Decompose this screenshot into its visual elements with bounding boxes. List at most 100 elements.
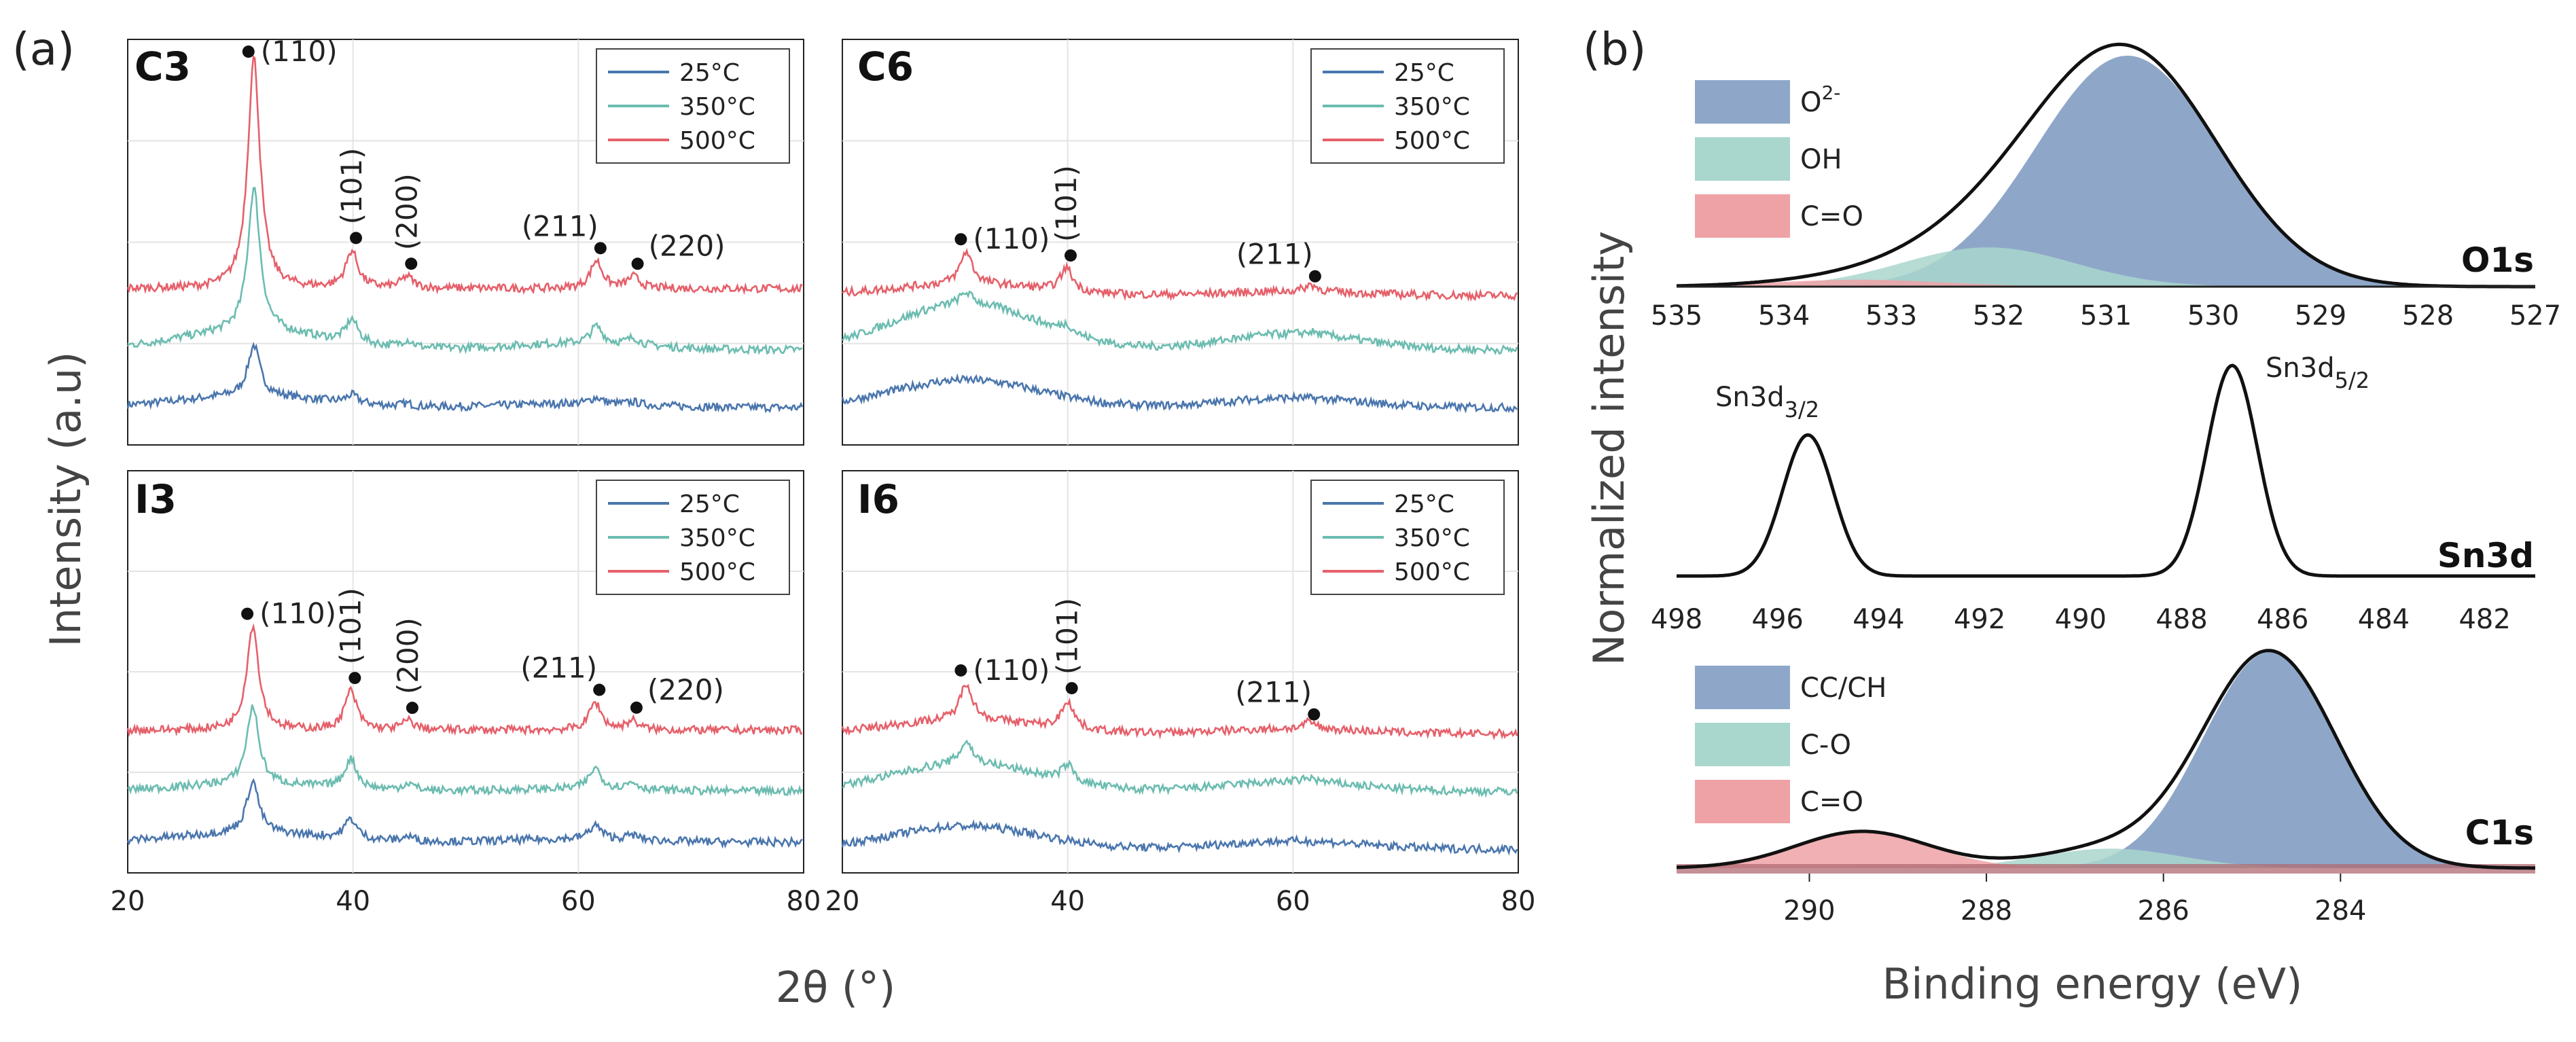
xrd-c6-title: C6 — [857, 43, 914, 90]
xrd-i3-peak-marker — [593, 683, 606, 696]
xrd-c3-series — [126, 54, 804, 414]
panel-a-label: (a) — [12, 23, 75, 75]
xps-o1s-xtick-527: 527 — [2509, 300, 2561, 331]
xps-c1s-envelope-line — [1676, 649, 2535, 870]
xrd-i6-legend-25: 25°C — [1394, 490, 1454, 518]
xps-sn3d-ticks: 498 496 494 492 490 488 486 484 482 — [1651, 604, 2511, 635]
xps-o1s-legend-co: C=O — [1800, 201, 1863, 232]
xps-o1s-xtick-531: 531 — [2080, 300, 2132, 331]
xrd-c6-series-25c — [841, 373, 1518, 414]
xrd-c3-series-500c — [126, 54, 803, 295]
xrd-i6-series-350c — [842, 739, 1518, 798]
xrd-i3-xtick-40: 40 — [336, 886, 370, 917]
xrd-c6-grid — [842, 39, 1518, 445]
xrd-i3-peak-marker — [406, 702, 418, 715]
xps-o1s-envelope — [1676, 42, 2535, 289]
xrd-i3-peak-marker — [241, 607, 254, 620]
xrd-c3-legend-500: 500°C — [679, 127, 755, 155]
xps-o1s-xtick-533: 533 — [1865, 300, 1917, 331]
xps-o1s-legend-swatch-o2 — [1695, 80, 1790, 124]
xrd-i6-series — [841, 683, 1518, 856]
xrd-i3-xtick-60: 60 — [561, 886, 596, 917]
xps-c1s-legend-swatch-cc — [1695, 666, 1790, 709]
xps-c1s-component-co — [1677, 831, 2535, 868]
xrd-panel-i6: (110) (101) (211) I6 25°C 350°C 500°C — [841, 470, 1519, 874]
xps-o1s-xtick-532: 532 — [1973, 300, 2024, 331]
xps-o1s-legend-o2: O2- — [1800, 82, 1840, 118]
xrd-i3-legend: 25°C 350°C 500°C — [596, 480, 790, 595]
xrd-c3-peaks: (110) (101) (200) (211) (220) — [242, 35, 726, 270]
xps-c1s-legend-cdo: C=O — [1800, 787, 1863, 818]
xps-c1s-envelope — [1676, 649, 2535, 870]
xps-c1s-component-ccch — [1677, 652, 2535, 868]
xps-o1s-component-oh — [1677, 247, 2535, 287]
xrd-i6-peak-marker — [954, 664, 967, 677]
xrd-x-axis-label: 2θ (°) — [776, 963, 895, 1012]
xps-sn3d-panel: Sn3d Sn3d3/2 Sn3d5/2 498 496 494 492 490 488 4… — [1651, 353, 2535, 635]
xrd-i3-legend-25: 25°C — [679, 490, 740, 518]
xrd-c6-legend: 25°C 350°C 500°C — [1310, 48, 1505, 164]
xrd-i6-legend: 25°C 350°C 500°C — [1310, 480, 1505, 595]
xrd-i3-legend-350: 350°C — [679, 524, 755, 552]
xrd-panel-i3: (110)(101) (200) (211) (220) I3 25°C 350°C … — [126, 470, 804, 874]
xrd-i6-xtick-40: 40 — [1050, 886, 1085, 917]
xrd-i6-title: I6 — [857, 476, 899, 522]
xrd-i6-legend-500: 500°C — [1394, 558, 1470, 586]
xps-c1s-baseline-band — [1677, 864, 2535, 874]
xps-c1s-component-co — [1677, 848, 2535, 868]
xrd-c6-peak-marker — [1308, 270, 1321, 283]
xrd-i3-xtick-20: 20 — [111, 886, 145, 917]
xrd-c3-peak-label-200: (200) — [390, 173, 423, 250]
xrd-c3-peak-marker — [405, 257, 418, 270]
xrd-i3-series — [126, 623, 804, 849]
xps-o1s-legend-oh: OH — [1800, 144, 1842, 175]
xrd-i3-legend-500: 500°C — [679, 558, 755, 586]
xps-sn3d-xtick-486: 486 — [2257, 604, 2308, 635]
xps-c1s-panel: C1s CC/CH C-O C=O 290 288 286 284 — [1676, 649, 2535, 927]
xps-sn3d-peak-label-32: Sn3d3/2 — [1715, 382, 1819, 423]
xps-o1s-legend-swatch-oh — [1695, 137, 1790, 181]
xrd-c3-legend-350: 350°C — [679, 93, 755, 121]
xps-c1s-ticks: 290 288 286 284 — [1783, 874, 2366, 927]
xps-o1s-envelope-line — [1676, 42, 2535, 289]
xrd-panel-c6: (110) (101) (211) C6 25°C 350°C 500°C — [841, 39, 1519, 446]
xrd-i3-series-25c — [126, 778, 803, 849]
xrd-i6-xtick-60: 60 — [1276, 886, 1310, 917]
xps-o1s-title: O1s — [2461, 240, 2534, 280]
xrd-c6-series-350c — [842, 290, 1518, 355]
xps-c1s-legend-co: C-O — [1800, 730, 1851, 761]
xps-c1s-legend: CC/CH C-O C=O — [1695, 666, 1886, 823]
xrd-c3-peak-label-220: (220) — [649, 229, 726, 262]
xrd-c3-peak-label-110: (110) — [261, 35, 338, 68]
xrd-i3-peak-marker — [630, 701, 643, 714]
xrd-c3-title: C3 — [135, 43, 191, 90]
xrd-c3-legend: 25°C 350°C 500°C — [596, 48, 790, 164]
xrd-i3-peak-label-220: (220) — [647, 673, 724, 706]
xps-o1s-component-co — [1677, 279, 2535, 287]
xps-sn3d-curve — [1677, 363, 2535, 578]
xps-sn3d-envelope-line — [1677, 363, 2535, 578]
xrd-c6-peak-label-211: (211) — [1236, 238, 1313, 271]
xps-o1s-legend: O2- OH C=O — [1695, 80, 1863, 238]
xrd-i6-xtick-20: 20 — [825, 886, 860, 917]
xrd-i3-title: I3 — [135, 476, 177, 522]
xrd-c6-peak-marker — [1065, 249, 1077, 262]
xps-c1s-xtick-284: 284 — [2314, 895, 2366, 927]
xrd-c3-peak-marker — [242, 46, 255, 58]
xps-y-axis-label: Normalized intensity — [1584, 231, 1634, 666]
xrd-i3-peaks: (110)(101) (200) (211) (220) — [241, 588, 724, 715]
xrd-i6-peak-marker — [1308, 708, 1321, 721]
xps-c1s-components — [1677, 652, 2535, 874]
xrd-c6-legend-350: 350°C — [1394, 93, 1470, 121]
xps-sn3d-xtick-492: 492 — [1954, 604, 2005, 635]
xps-sn3d-xtick-496: 496 — [1752, 604, 1804, 635]
xps-o1s-components — [1677, 56, 2535, 287]
xps-o1s-xtick-529: 529 — [2295, 300, 2346, 331]
xps-sn3d-title: Sn3d — [2437, 536, 2534, 575]
xrd-i6-peak-label-110: (110) — [973, 653, 1050, 687]
xrd-i3-series-500c — [126, 623, 803, 738]
xrd-c3-legend-25: 25°C — [679, 59, 740, 87]
xrd-i3-peak-label-101: (101) — [334, 588, 367, 664]
xrd-panel-c3: (110) (101) (200) (211) (220) C3 25°C 350°C … — [126, 35, 804, 446]
